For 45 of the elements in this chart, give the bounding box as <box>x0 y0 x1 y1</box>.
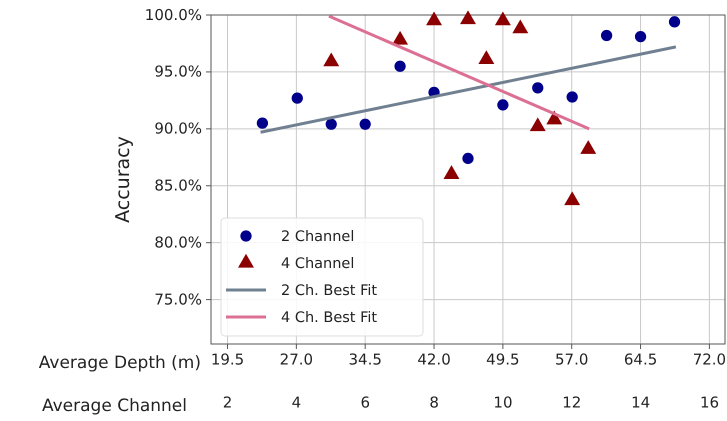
y-tick-label: 95.0% <box>154 62 202 81</box>
point <box>478 50 494 64</box>
x2-tick-label: 4 <box>292 394 302 412</box>
y-tick-label: 75.0% <box>154 290 202 308</box>
x2-tick-label: 14 <box>631 394 650 412</box>
legend-label: 4 Ch. Best Fit <box>281 310 378 326</box>
x-tick-label: 34.5 <box>348 350 382 369</box>
point <box>532 82 544 94</box>
point <box>394 60 406 72</box>
point <box>462 152 474 164</box>
x-tick-label: 57.0 <box>555 350 588 369</box>
point <box>497 99 509 111</box>
point <box>566 91 578 103</box>
y-tick-label: 100.0% <box>144 6 202 24</box>
point <box>494 11 511 26</box>
x-tick-label: 49.5 <box>486 350 520 369</box>
point <box>512 19 528 34</box>
x2-axis-title: Average Channel <box>42 396 187 416</box>
point <box>460 10 476 24</box>
point <box>426 11 442 26</box>
x-tick-label: 42.0 <box>417 350 451 369</box>
x-axis-title: Average Depth (m) <box>38 353 201 373</box>
x-tick-label: 64.5 <box>624 350 658 369</box>
x2-tick-label: 16 <box>700 394 720 412</box>
point <box>326 118 337 130</box>
legend-label: 2 Ch. Best Fit <box>281 283 378 299</box>
y-tick-label: 90.0% <box>154 120 202 138</box>
legend-label: 2 Channel <box>281 229 354 245</box>
x2-tick-label: 8 <box>429 394 439 412</box>
x2-tick-label: 6 <box>360 394 370 412</box>
y-tick-label: 85.0% <box>154 176 202 195</box>
x-tick-label: 19.5 <box>210 350 244 369</box>
y-axis-title: Accuracy <box>112 136 134 223</box>
x2-tick-label: 12 <box>562 394 582 412</box>
legend-label: 4 Channel <box>281 256 354 272</box>
x2-tick-label: 2 <box>222 394 232 412</box>
point <box>360 118 371 130</box>
x2-tick-label: 10 <box>493 394 512 412</box>
point <box>256 118 268 129</box>
point <box>292 92 303 104</box>
point <box>323 52 340 66</box>
point <box>392 30 408 45</box>
x-tick-label: 72.0 <box>692 350 726 369</box>
y-tick-label: 80.0% <box>154 233 202 252</box>
x-tick-label: 27.0 <box>280 350 314 369</box>
